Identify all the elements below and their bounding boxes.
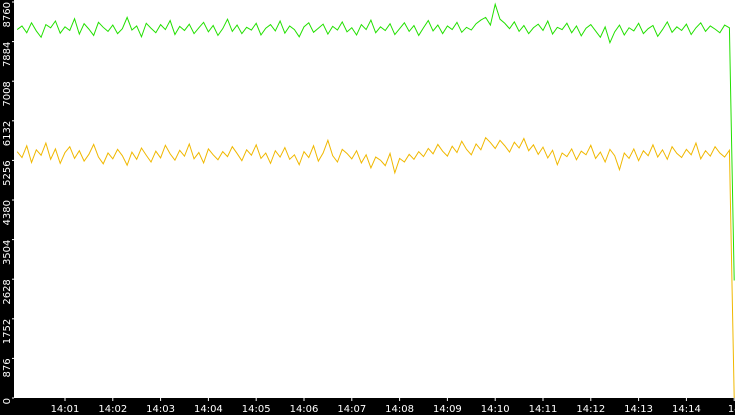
x-tick-label: 14:04 xyxy=(194,404,223,415)
x-tick-label: 14 xyxy=(728,404,735,415)
x-tick-label: 14:02 xyxy=(98,404,127,415)
y-tick-label: 3504 xyxy=(2,240,13,265)
y-tick-label: 5256 xyxy=(2,160,13,185)
x-tick-label: 14:12 xyxy=(576,404,605,415)
y-tick-label: 1752 xyxy=(2,319,13,344)
y-tick-label: 8760 xyxy=(2,2,13,27)
plot-area xyxy=(14,0,735,398)
x-tick-label: 14:05 xyxy=(242,404,271,415)
x-tick-label: 14:10 xyxy=(481,404,510,415)
y-tick-label: 7008 xyxy=(2,81,13,106)
x-tick-label: 14:08 xyxy=(385,404,414,415)
x-tick-label: 14:13 xyxy=(624,404,653,415)
y-tick-label: 6132 xyxy=(2,121,13,146)
series-line xyxy=(16,2,735,281)
x-tick-label: 14:11 xyxy=(529,404,558,415)
series-line xyxy=(16,136,735,399)
x-tick-label: 14:07 xyxy=(337,404,366,415)
x-tick-label: 14:03 xyxy=(146,404,175,415)
x-tick-label: 14:01 xyxy=(51,404,80,415)
y-tick-label: 876 xyxy=(2,358,13,377)
x-tick-label: 14:14 xyxy=(672,404,701,415)
y-tick-label: 7884 xyxy=(2,42,13,67)
x-tick-label: 14:06 xyxy=(290,404,319,415)
y-tick-label: 2628 xyxy=(2,279,13,304)
y-tick-label: 4380 xyxy=(2,200,13,225)
y-tick-label: 0 xyxy=(2,398,13,404)
x-tick-label: 14:09 xyxy=(433,404,462,415)
